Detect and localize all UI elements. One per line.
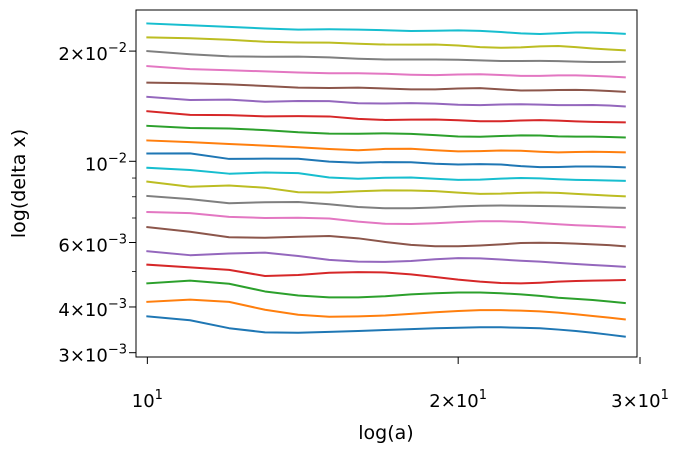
series-line-18 bbox=[146, 50, 626, 63]
series-line-7 bbox=[146, 210, 626, 229]
y-axis-label: log(delta x) bbox=[8, 129, 30, 238]
x-axis-label: log(a) bbox=[358, 422, 413, 444]
series-line-4 bbox=[146, 263, 626, 285]
series-line-13 bbox=[146, 124, 626, 139]
series-line-15 bbox=[146, 95, 626, 108]
series-line-19 bbox=[146, 36, 626, 52]
series-line-20 bbox=[146, 22, 626, 35]
series-line-12 bbox=[146, 139, 626, 154]
y-tick-label-1: 3×10−3 bbox=[58, 343, 127, 367]
series-line-1 bbox=[146, 315, 626, 338]
series-line-8 bbox=[146, 194, 626, 210]
y-tick-label-2: 4×10−3 bbox=[58, 297, 127, 321]
x-tick-label-2: 2×101 bbox=[429, 388, 487, 412]
plot-frame bbox=[135, 9, 638, 358]
series-line-5 bbox=[146, 250, 626, 268]
series-line-9 bbox=[146, 180, 626, 198]
x-tick-label-3: 3×101 bbox=[611, 388, 669, 412]
x-tick-label-1: 101 bbox=[132, 388, 163, 412]
series-line-17 bbox=[146, 65, 626, 79]
major-ticks: 101 2×101 3×101 3×10−3 4×10−3 6×10−3 10−2 2×10−… bbox=[58, 41, 668, 412]
series-line-11 bbox=[146, 152, 626, 169]
y-tick-label-3: 6×10−3 bbox=[58, 233, 127, 257]
series-line-16 bbox=[146, 81, 626, 93]
minor-ticks bbox=[132, 177, 136, 272]
series-line-6 bbox=[146, 226, 626, 248]
series-layer bbox=[146, 22, 626, 338]
series-line-3 bbox=[146, 279, 626, 305]
series-line-2 bbox=[146, 298, 626, 321]
series-line-10 bbox=[146, 166, 626, 182]
y-tick-label-5: 2×10−2 bbox=[58, 41, 127, 65]
series-line-14 bbox=[146, 110, 626, 124]
y-tick-label-4: 10−2 bbox=[85, 151, 127, 175]
